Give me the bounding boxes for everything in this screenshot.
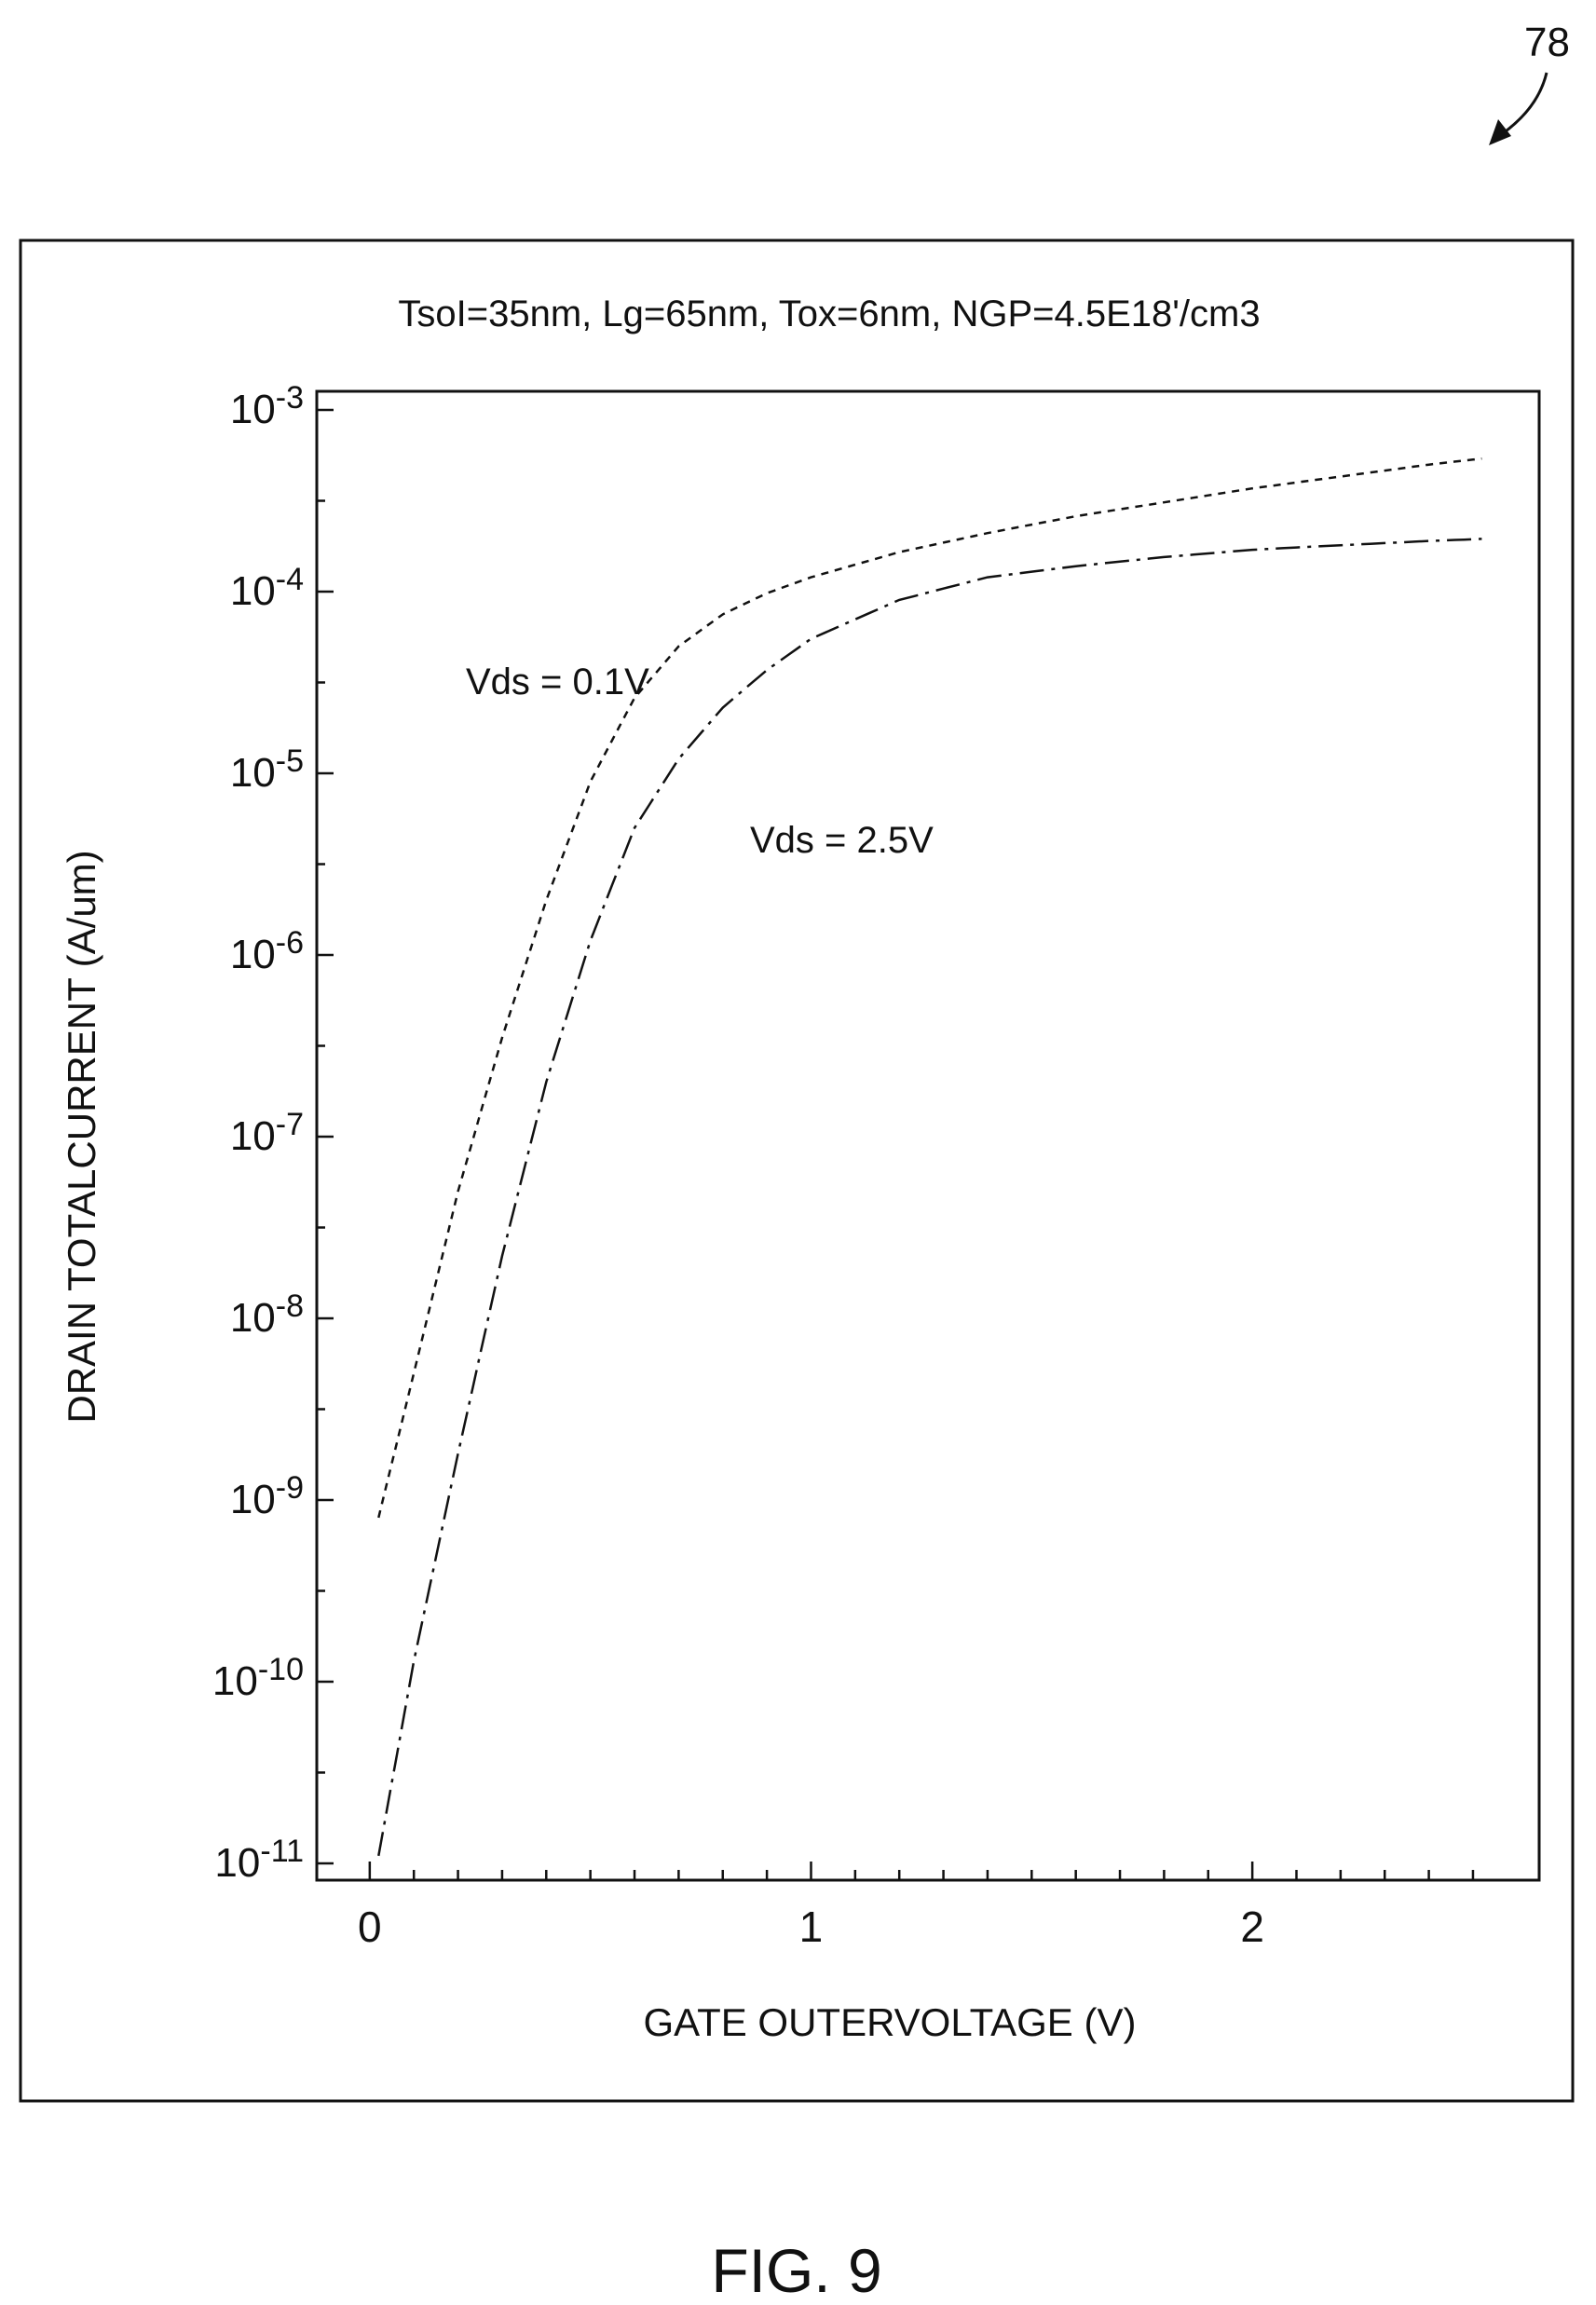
figure-reference-number: 78 bbox=[1524, 20, 1570, 65]
x-tick-label: 0 bbox=[358, 1903, 382, 1951]
reference-arrow-icon bbox=[1489, 72, 1548, 145]
y-axis: 10-3 10-4 10-5 10-6 10-7 10-8 10-9 10-10 10-11 bbox=[212, 380, 334, 1886]
series-label-vds-2-5: Vds = 2.5V bbox=[750, 820, 934, 861]
y-axis-title: DRAIN TOTALCURRENT (A/um) bbox=[60, 850, 103, 1423]
y-tick-label: 10-9 bbox=[230, 1470, 304, 1522]
y-tick-label: 10-3 bbox=[230, 380, 304, 432]
y-tick-label: 10-4 bbox=[230, 562, 304, 614]
figure-caption: FIG. 9 bbox=[711, 2236, 881, 2305]
figure-frame bbox=[19, 239, 1575, 2103]
y-tick-label: 10-5 bbox=[230, 743, 304, 796]
series-line-vds-2-5 bbox=[377, 538, 1482, 1857]
x-axis-title: GATE OUTERVOLTAGE (V) bbox=[644, 2000, 1137, 2044]
y-tick-label: 10-10 bbox=[212, 1652, 304, 1704]
x-tick-label: 1 bbox=[799, 1903, 824, 1951]
x-axis: 0 1 2 bbox=[358, 1862, 1475, 1951]
series-label-vds-0-1: Vds = 0.1V bbox=[466, 661, 649, 702]
y-tick-label: 10-7 bbox=[230, 1107, 304, 1159]
y-tick-label: 10-6 bbox=[230, 925, 304, 977]
chart-title: TsoI=35nm, Lg=65nm, Tox=6nm, NGP=4.5E18'… bbox=[398, 293, 1260, 334]
series-line-vds-0-1 bbox=[377, 457, 1482, 1519]
y-tick-label: 10-8 bbox=[230, 1289, 304, 1341]
y-tick-label: 10-11 bbox=[214, 1834, 304, 1886]
series-layer bbox=[377, 457, 1482, 1857]
plot-area bbox=[315, 389, 1541, 1882]
x-tick-label: 2 bbox=[1240, 1903, 1264, 1951]
